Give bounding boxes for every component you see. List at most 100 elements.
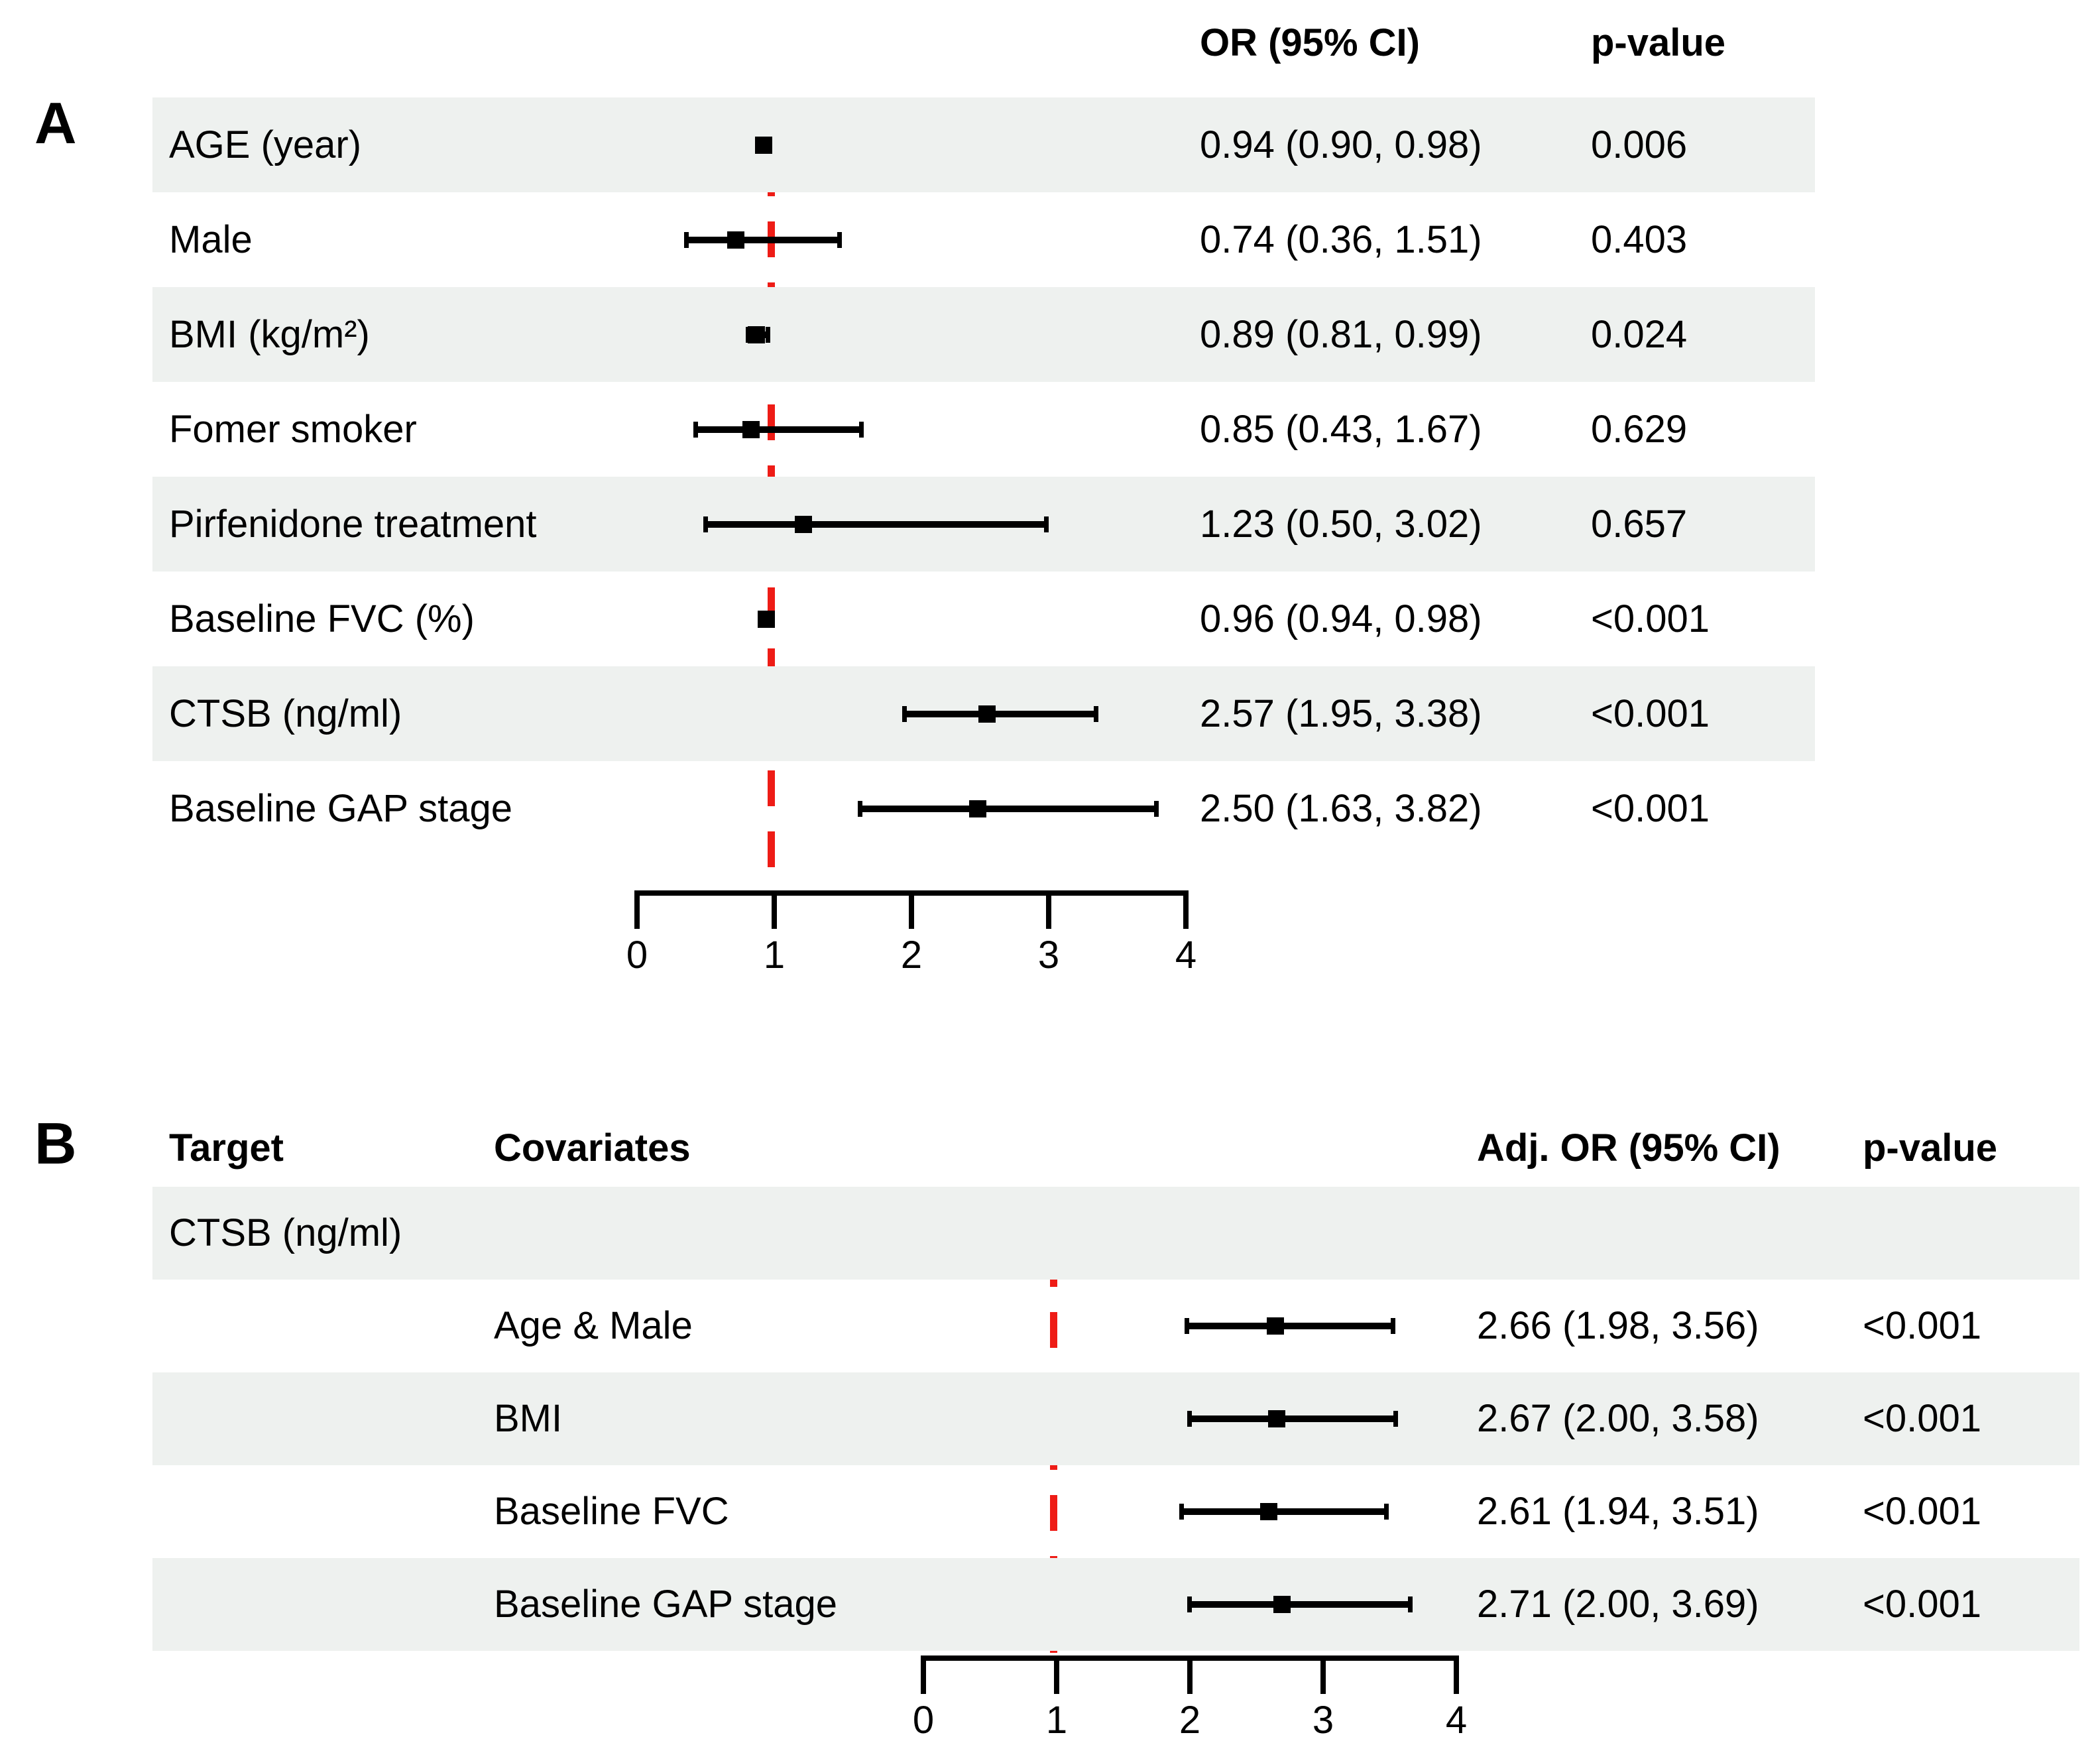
axis-tick <box>1183 890 1189 929</box>
or-ci-value: 2.71 (2.00, 3.69) <box>1477 1583 1759 1626</box>
ci-cap-left <box>693 421 698 438</box>
row-band <box>152 1187 2079 1280</box>
axis-tick <box>1054 1655 1059 1694</box>
ci-cap-right <box>1393 1411 1398 1427</box>
ci-cap-right <box>1390 1318 1395 1334</box>
axis-tick <box>1320 1655 1326 1694</box>
or-ci-value: 2.67 (2.00, 3.58) <box>1477 1397 1759 1440</box>
p-value: <0.001 <box>1863 1490 1982 1533</box>
p-value: 0.403 <box>1591 217 1688 261</box>
row-label: Age & Male <box>494 1304 693 1347</box>
ci-cap-left <box>1184 1318 1189 1334</box>
or-ci-value: 0.94 (0.90, 0.98) <box>1200 123 1482 166</box>
axis-tick <box>772 890 777 929</box>
ci-cap-left <box>902 705 907 722</box>
p-value: 0.024 <box>1591 312 1688 356</box>
axis-tick-label: 2 <box>900 933 923 977</box>
axis-tick-label: 4 <box>1445 1699 1468 1742</box>
ci-cap-right <box>1093 705 1098 722</box>
or-marker <box>978 705 996 723</box>
or-marker <box>754 136 772 154</box>
p-value: 0.629 <box>1591 407 1688 451</box>
ci-cap-right <box>1383 1504 1389 1520</box>
or-ci-value: 0.96 (0.94, 0.98) <box>1200 597 1482 640</box>
ci-cap-right <box>837 231 842 248</box>
ci-line <box>1179 1508 1389 1515</box>
ci-line <box>703 520 1049 528</box>
or-ci-value: 2.50 (1.63, 3.82) <box>1200 786 1482 830</box>
or-marker <box>1266 1317 1284 1335</box>
or-marker <box>1273 1596 1291 1613</box>
row-band <box>152 1558 2079 1651</box>
axis-tick-label: 3 <box>1312 1699 1334 1742</box>
row-label: Male <box>169 217 253 261</box>
panel-a-p-value-header: p-value <box>1591 21 1726 64</box>
or-marker <box>742 420 760 438</box>
axis-tick <box>1187 1655 1193 1694</box>
or-ci-value: 0.85 (0.43, 1.67) <box>1200 407 1482 451</box>
row-label: AGE (year) <box>169 123 362 166</box>
ci-line <box>902 710 1098 717</box>
panel-b-covariates-header: Covariates <box>494 1126 691 1170</box>
p-value: <0.001 <box>1591 786 1710 830</box>
row-label: CTSB (ng/ml) <box>169 1211 402 1254</box>
row-label: Baseline GAP stage <box>494 1583 838 1626</box>
or-ci-value: 1.23 (0.50, 3.02) <box>1200 502 1482 546</box>
row-label: Fomer smoker <box>169 407 417 451</box>
panel-b-letter: B <box>34 1111 77 1176</box>
ci-line <box>693 426 864 433</box>
axis-tick <box>1454 1655 1459 1694</box>
ci-line <box>1187 1601 1413 1608</box>
or-ci-value: 0.74 (0.36, 1.51) <box>1200 217 1482 261</box>
row-band <box>152 97 1815 192</box>
ci-cap-right <box>858 421 864 438</box>
ci-cap-right <box>1407 1596 1413 1612</box>
axis-tick <box>1046 890 1051 929</box>
p-value: <0.001 <box>1863 1397 1982 1440</box>
p-value: 0.006 <box>1591 123 1688 166</box>
or-ci-value: 2.61 (1.94, 3.51) <box>1477 1490 1759 1533</box>
row-label: Baseline GAP stage <box>169 786 513 830</box>
or-marker <box>727 231 745 249</box>
ci-cap-left <box>1187 1596 1192 1612</box>
or-marker <box>794 515 812 533</box>
axis-tick-label: 2 <box>1179 1699 1201 1742</box>
axis-tick <box>921 1655 926 1694</box>
p-value: <0.001 <box>1863 1583 1982 1626</box>
axis-tick-label: 0 <box>626 933 648 977</box>
row-label: Baseline FVC <box>494 1490 729 1533</box>
row-label: Baseline FVC (%) <box>169 597 475 640</box>
ci-cap-left <box>1187 1411 1192 1427</box>
p-value: <0.001 <box>1591 692 1710 735</box>
axis-tick-label: 1 <box>763 933 786 977</box>
ci-cap-left <box>858 800 863 817</box>
or-marker <box>1267 1410 1285 1427</box>
panel-a-or-ci-header: OR (95% CI) <box>1200 21 1420 64</box>
row-band <box>152 1372 2079 1465</box>
panel-b-target-header: Target <box>169 1126 284 1170</box>
ci-cap-left <box>745 326 750 343</box>
axis-tick-label: 4 <box>1175 933 1197 977</box>
axis-tick <box>634 890 640 929</box>
axis-tick <box>909 890 914 929</box>
or-ci-value: 2.66 (1.98, 3.56) <box>1477 1304 1759 1347</box>
ci-line <box>1187 1415 1398 1422</box>
row-label: BMI <box>494 1397 563 1440</box>
ci-cap-right <box>1153 800 1159 817</box>
panel-a-letter: A <box>34 90 77 156</box>
or-ci-value: 0.89 (0.81, 0.99) <box>1200 312 1482 356</box>
or-marker <box>748 326 766 343</box>
panel-b-p-value-header: p-value <box>1863 1126 1998 1170</box>
or-ci-value: 2.57 (1.95, 3.38) <box>1200 692 1482 735</box>
row-label: CTSB (ng/ml) <box>169 692 402 735</box>
axis-tick-label: 0 <box>912 1699 935 1742</box>
p-value: <0.001 <box>1863 1304 1982 1347</box>
p-value: <0.001 <box>1591 597 1710 640</box>
p-value: 0.657 <box>1591 502 1688 546</box>
ci-cap-left <box>703 516 708 532</box>
or-marker <box>1259 1503 1277 1520</box>
ci-cap-right <box>765 326 770 343</box>
or-marker <box>968 800 986 817</box>
row-label: Pirfenidone treatment <box>169 502 537 546</box>
